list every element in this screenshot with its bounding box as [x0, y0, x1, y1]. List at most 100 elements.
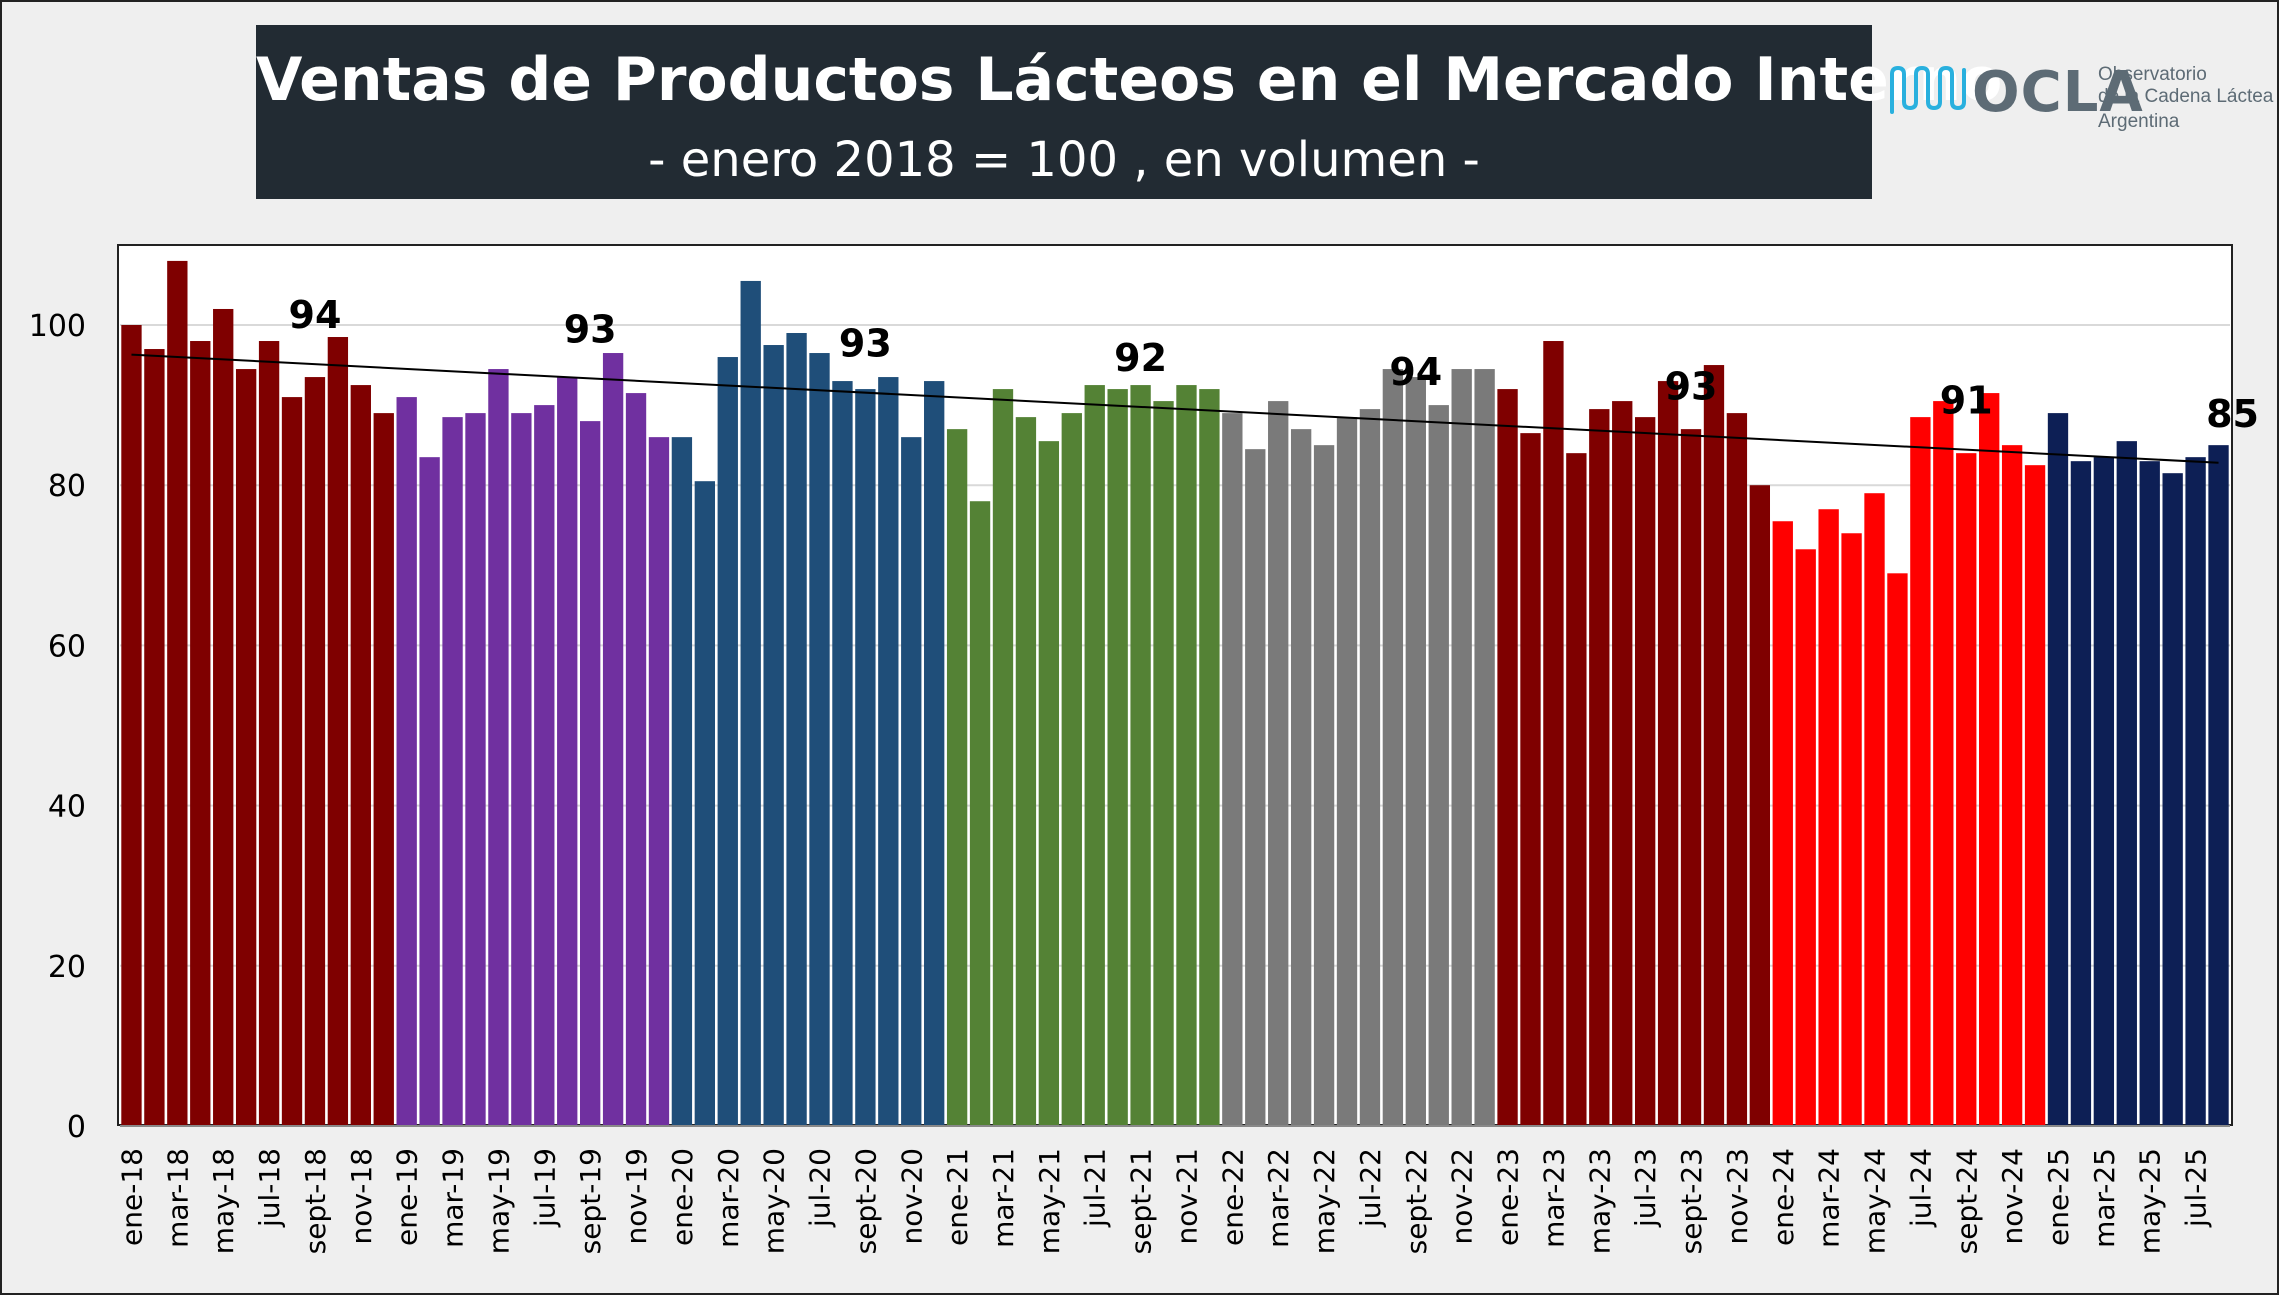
year-average-label: 94: [1389, 350, 1442, 394]
bar: [992, 389, 1014, 1127]
bar: [511, 413, 532, 1126]
bar: [373, 413, 394, 1126]
bar: [121, 325, 142, 1126]
x-tick-label: may-21: [1033, 1148, 1066, 1254]
year-average-label: 94: [289, 293, 342, 337]
x-tick-label: ene-23: [1492, 1148, 1525, 1246]
bar: [855, 389, 876, 1127]
x-tick-label: jul-19: [528, 1148, 561, 1228]
x-tick-label: may-19: [482, 1148, 515, 1254]
x-tick-label: mar-20: [712, 1148, 745, 1248]
bar: [396, 397, 417, 1127]
x-tick-label: sept-21: [1125, 1148, 1158, 1254]
bar: [1795, 549, 1816, 1126]
x-tick-label: nov-19: [620, 1148, 653, 1244]
y-axis-ticks: 0 20 40 60 80 100: [29, 309, 86, 1145]
x-tick-label: mar-25: [2088, 1148, 2121, 1248]
wave-bars-icon: [1890, 65, 1966, 114]
bar: [878, 377, 899, 1126]
year-average-label: 85: [2206, 392, 2259, 436]
x-tick-label: jul-22: [1354, 1148, 1387, 1228]
bar: [235, 369, 257, 1126]
y-tick-label: 80: [48, 469, 86, 504]
bar: [2139, 461, 2160, 1126]
x-tick-label: sept-18: [299, 1148, 332, 1254]
y-tick-label: 0: [67, 1110, 86, 1145]
bar: [213, 308, 234, 1127]
bar: [1818, 509, 1839, 1127]
bar: [1153, 401, 1174, 1127]
y-tick-label: 60: [48, 629, 86, 664]
bar: [2093, 457, 2115, 1126]
bar: [419, 457, 440, 1126]
x-tick-label: mar-19: [437, 1148, 470, 1248]
x-tick-label: mar-18: [161, 1148, 194, 1248]
y-tick-label: 40: [48, 790, 86, 825]
bar: [1268, 401, 1289, 1127]
x-tick-label: may-23: [1583, 1148, 1616, 1254]
bar: [602, 353, 624, 1126]
x-tick-label: may-20: [758, 1148, 791, 1254]
bar: [2162, 473, 2183, 1126]
title-banner: Ventas de Productos Lácteos en el Mercad…: [256, 25, 2003, 199]
x-tick-label: ene-18: [115, 1148, 148, 1246]
bar: [1726, 413, 1748, 1126]
x-tick-label: nov-20: [895, 1148, 928, 1244]
x-tick-label: ene-22: [1216, 1148, 1249, 1246]
bar: [648, 437, 670, 1126]
bar: [671, 437, 693, 1126]
bar: [1130, 385, 1151, 1126]
bar: [1428, 405, 1449, 1127]
bar: [1887, 573, 1908, 1126]
chart-title: Ventas de Productos Lácteos en el Mercad…: [256, 45, 2003, 115]
bar: [2185, 457, 2206, 1126]
bar: [924, 381, 945, 1126]
bar: [1703, 365, 1725, 1126]
x-tick-label: ene-24: [1767, 1148, 1800, 1246]
bar: [740, 280, 761, 1126]
bar: [1680, 429, 1702, 1126]
x-tick-label: may-25: [2134, 1148, 2167, 1254]
bar: [1933, 401, 1954, 1127]
x-tick-label: ene-25: [2042, 1148, 2075, 1246]
bar: [327, 337, 349, 1126]
annotations: 94 93 93 92 94 93 91 85: [289, 293, 2259, 436]
bar: [1612, 401, 1633, 1127]
y-tick-label: 100: [29, 309, 86, 344]
chart-subtitle: - enero 2018 = 100 , en volumen -: [648, 132, 1480, 188]
bar: [786, 333, 807, 1126]
bar: [350, 385, 371, 1126]
x-tick-label: ene-19: [391, 1148, 424, 1246]
bar: [1107, 389, 1128, 1127]
bar: [1772, 521, 1793, 1126]
bar: [258, 341, 280, 1126]
bars: [120, 260, 2230, 1127]
bar: [717, 357, 738, 1126]
bar: [1290, 429, 1312, 1126]
x-tick-label: ene-21: [941, 1148, 974, 1246]
x-tick-label: jul-20: [804, 1148, 837, 1228]
year-average-label: 92: [1114, 336, 1167, 380]
logo-text-line-3: Argentina: [2098, 111, 2180, 132]
x-tick-label: nov-21: [1170, 1148, 1203, 1244]
x-tick-label: sept-23: [1675, 1148, 1708, 1254]
bar: [969, 501, 991, 1127]
ocla-logo: OCLA Observatorio de la Cadena Láctea Ar…: [1888, 60, 2273, 140]
x-tick-label: nov-23: [1721, 1148, 1754, 1244]
bar: [1841, 533, 1862, 1126]
bar: [1336, 417, 1358, 1126]
bar: [1543, 341, 1564, 1126]
x-tick-label: nov-18: [345, 1148, 378, 1244]
year-average-label: 93: [1665, 364, 1718, 408]
bar: [763, 345, 784, 1126]
bar: [1061, 413, 1082, 1126]
bar: [1864, 493, 1885, 1127]
x-tick-label: jul-25: [2180, 1148, 2213, 1228]
bar: [442, 417, 463, 1126]
bar: [1405, 377, 1426, 1126]
bar: [2116, 441, 2137, 1126]
year-average-label: 93: [564, 307, 617, 351]
bar: [1657, 381, 1679, 1126]
